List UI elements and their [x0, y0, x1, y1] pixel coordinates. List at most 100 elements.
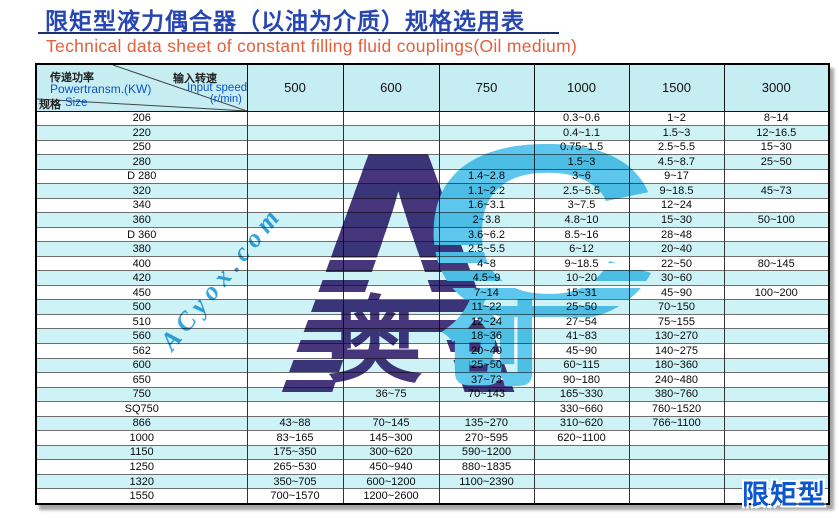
power-range-cell: [723, 226, 828, 242]
power-range-cell: [246, 168, 343, 184]
power-range-cell: [246, 125, 343, 141]
power-range-cell: 9~18.5: [628, 183, 724, 199]
speed-column-header: 1000: [533, 65, 629, 112]
power-range-cell: 60~115: [533, 357, 629, 373]
power-range-cell: [628, 430, 724, 446]
power-range-cell: 8~14: [723, 110, 828, 126]
power-range-cell: [723, 459, 828, 475]
table-row: 500 11~22 25~50 70~150: [37, 299, 828, 315]
power-range-cell: [342, 110, 439, 126]
power-range-cell: 43~88: [246, 415, 343, 431]
power-range-cell: [342, 372, 439, 388]
power-range-cell: 11~22: [438, 299, 534, 315]
power-range-cell: 175~350: [246, 444, 343, 460]
spec-table: 传递功率 Powertransm.(KW) 输入转速 Input speed (…: [35, 63, 830, 505]
power-range-cell: 28~48: [628, 226, 724, 242]
power-range-cell: [342, 125, 439, 141]
power-range-cell: [723, 357, 828, 373]
power-range-cell: 20~40: [438, 343, 534, 359]
size-cell: 1250: [37, 459, 247, 475]
page-title: 限矩型液力偶合器（以油为介质）规格选用表: [45, 8, 525, 34]
power-range-cell: [533, 444, 629, 460]
power-range-cell: 1100~2390: [438, 473, 534, 489]
power-range-cell: 450~940: [342, 459, 439, 475]
power-range-cell: 15~31: [533, 284, 629, 300]
power-range-cell: 350~705: [246, 473, 343, 489]
diagonal-divider-lines: [37, 65, 246, 110]
power-range-cell: 100~200: [723, 284, 828, 300]
size-cell: 750: [37, 386, 247, 402]
power-range-cell: 0.4~1.1: [533, 125, 629, 141]
power-range-cell: [342, 357, 439, 373]
power-range-cell: [342, 328, 439, 344]
power-range-cell: 9~18.5: [533, 255, 629, 271]
size-cell: 380: [37, 241, 247, 257]
power-range-cell: [438, 125, 534, 141]
size-label-zh: 规格: [39, 99, 61, 111]
power-range-cell: 1.5~3: [628, 125, 724, 141]
power-range-cell: [246, 226, 343, 242]
power-range-cell: 265~530: [246, 459, 343, 475]
power-range-cell: [342, 255, 439, 271]
power-label-zh: 传递功率: [50, 72, 94, 84]
power-range-cell: [723, 430, 828, 446]
power-range-cell: [438, 139, 534, 155]
power-range-cell: 766~1100: [628, 415, 724, 431]
power-range-cell: [723, 473, 828, 489]
power-range-cell: 380~760: [628, 386, 724, 402]
table-row: 750 36~75 70~143 165~330 380~760: [37, 386, 828, 402]
speed-column-header: 600: [342, 65, 439, 112]
power-range-cell: 12~16.5: [723, 125, 828, 141]
table-row: 1550 700~1570 1200~2600: [37, 488, 828, 503]
page-subtitle: Technical data sheet of constant filling…: [46, 36, 578, 56]
size-cell: 320: [37, 183, 247, 199]
power-range-cell: [342, 226, 439, 242]
table-row: SQ750 330~660 760~1520: [37, 401, 828, 417]
power-range-cell: [342, 284, 439, 300]
power-range-cell: 83~165: [246, 430, 343, 446]
power-range-cell: 25~50: [438, 357, 534, 373]
power-range-cell: [438, 488, 534, 503]
power-range-cell: 12~24: [628, 197, 724, 213]
power-range-cell: [723, 241, 828, 257]
power-range-cell: [246, 241, 343, 257]
power-range-cell: [628, 444, 724, 460]
table-row: D 360 3.6~6.2 8.5~16 28~48: [37, 226, 828, 242]
table-row: 400 4~8 9~18.5 22~50 80~145: [37, 255, 828, 271]
power-range-cell: 880~1835: [438, 459, 534, 475]
power-range-cell: 1200~2600: [342, 488, 439, 503]
power-range-cell: [723, 299, 828, 315]
table-row: 420 4.5~9 10~20 30~60: [37, 270, 828, 286]
power-range-cell: [533, 488, 629, 503]
power-range-cell: [723, 386, 828, 402]
table-row: 1150 175~350 300~620 590~1200: [37, 444, 828, 460]
table-body: 206 0.3~0.6 1~2 8~14 220 0.4~1.1 1.5~3 12~16.5 2…: [37, 110, 828, 503]
power-range-cell: 240~480: [628, 372, 724, 388]
table-row: D 280 1.4~2.8 3~6 9~17: [37, 168, 828, 184]
table-row: 510 12~24 27~54 75~155: [37, 313, 828, 329]
power-range-cell: 18~36: [438, 328, 534, 344]
corner-type-label: 限矩型: [742, 480, 826, 510]
table-row: 340 1.6~3.1 3~7.5 12~24: [37, 197, 828, 213]
table-row: 600 25~50 60~115 180~360: [37, 357, 828, 373]
power-range-cell: 8.5~16: [533, 226, 629, 242]
power-range-cell: 50~100: [723, 212, 828, 228]
power-range-cell: 135~270: [438, 415, 534, 431]
speed-unit-label: (r/min): [210, 93, 242, 105]
power-range-cell: [723, 168, 828, 184]
power-range-cell: [246, 197, 343, 213]
power-range-cell: [342, 343, 439, 359]
power-range-cell: 90~180: [533, 372, 629, 388]
power-range-cell: [246, 139, 343, 155]
power-range-cell: 700~1570: [246, 488, 343, 503]
power-range-cell: 180~360: [628, 357, 724, 373]
coupling-spec-table: 传递功率 Powertransm.(KW) 输入转速 Input speed (…: [37, 65, 828, 503]
speed-label-en: Input speed: [187, 82, 247, 94]
power-range-cell: 25~50: [723, 154, 828, 170]
header-row: 传递功率 Powertransm.(KW) 输入转速 Input speed (…: [37, 65, 828, 112]
power-range-cell: 2.5~5.5: [628, 139, 724, 155]
power-range-cell: [723, 372, 828, 388]
size-cell: 206: [37, 110, 247, 126]
table-row: 220 0.4~1.1 1.5~3 12~16.5: [37, 125, 828, 141]
power-range-cell: 1.5~3: [533, 154, 629, 170]
